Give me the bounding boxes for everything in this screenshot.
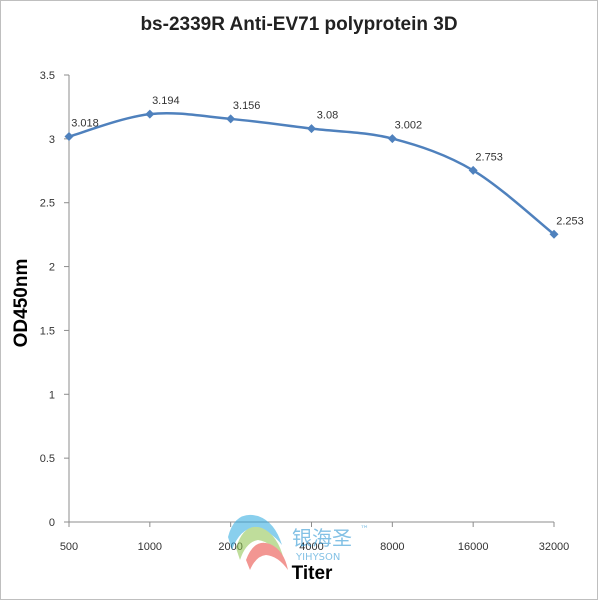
x-ticks: 500 1000 2000 4000 8000 16000 32000: [60, 522, 569, 553]
y-tick-label: 0: [49, 517, 55, 529]
y-tick-label: 2.5: [40, 198, 55, 210]
data-point: [468, 165, 478, 175]
data-point: [307, 124, 316, 134]
y-ticks: 0 0.5 1 1.5 2 2.5 3 3.5: [40, 70, 69, 529]
x-tick-label: 4000: [299, 541, 323, 553]
y-tick-label: 3: [49, 134, 55, 146]
x-axis-label: Titer: [291, 563, 333, 584]
y-tick-label: 1: [49, 389, 55, 401]
data-label: 3.156: [233, 100, 261, 112]
y-tick-label: 1.5: [40, 325, 55, 337]
watermark-icon: [228, 514, 288, 570]
data-label: 3.08: [317, 110, 338, 122]
data-label: 2.253: [556, 215, 584, 227]
chart-title: bs-2339R Anti-EV71 polyprotein 3D: [140, 14, 458, 35]
x-tick-label: 1000: [138, 541, 162, 553]
watermark-chinese: 银海圣: [292, 526, 352, 550]
data-label: 2.753: [475, 151, 503, 163]
x-tick-label: 8000: [380, 541, 404, 553]
data-label: 3.194: [152, 95, 180, 107]
y-tick-label: 2: [49, 262, 55, 274]
axes: [68, 75, 554, 523]
data-label: 3.002: [395, 120, 423, 132]
watermark-tm: ™: [360, 525, 369, 535]
data-labels: 3.018 3.194 3.156 3.08 3.002 2.753 2.253: [71, 95, 584, 227]
data-point: [145, 109, 155, 119]
data-label: 3.018: [71, 118, 99, 130]
watermark-latin: YIHYSON: [295, 552, 340, 563]
x-tick-label: 32000: [539, 541, 570, 553]
x-tick-label: 500: [60, 541, 78, 553]
data-point: [226, 114, 236, 124]
x-tick-label: 16000: [458, 541, 489, 553]
data-point: [387, 134, 397, 144]
data-point: [549, 229, 559, 239]
y-tick-label: 3.5: [40, 70, 55, 82]
y-tick-label: 0.5: [40, 453, 55, 465]
data-markers: [64, 109, 559, 239]
data-point: [64, 132, 74, 142]
watermark-logo: 银海圣 ™ YIHYSON: [228, 514, 369, 570]
